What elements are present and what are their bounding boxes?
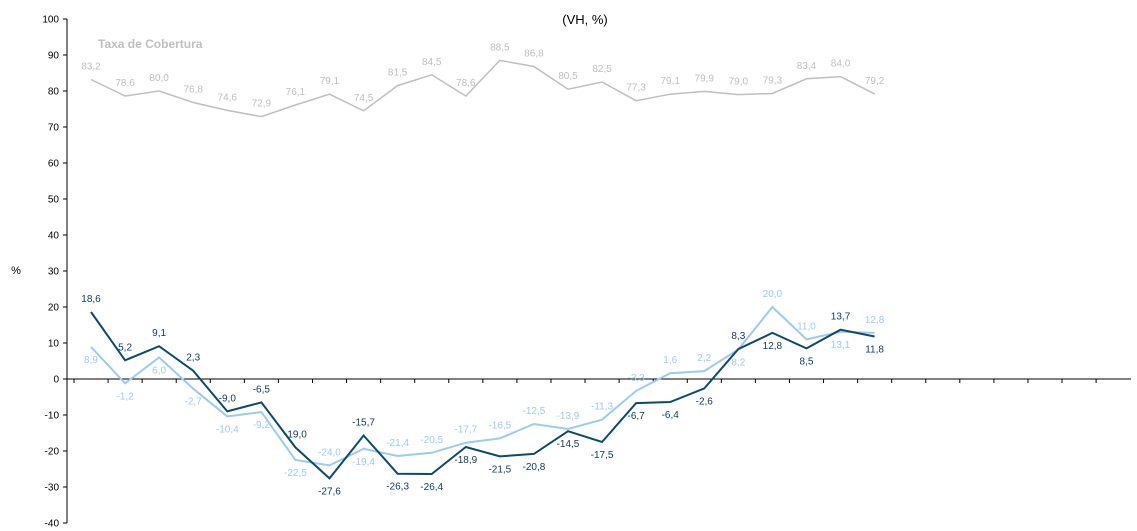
data-label-s0: 79,1 (320, 76, 340, 87)
data-label-s0: 88,5 (490, 42, 510, 53)
y-tick-label: -30 (45, 483, 60, 494)
series-line-1 (90, 305, 875, 467)
data-label-s1: 8,9 (84, 355, 98, 366)
data-label-s1: -2,7 (185, 397, 203, 408)
data-label-s0: 82,5 (592, 64, 612, 75)
y-tick-label: -20 (45, 447, 60, 458)
data-label-s1: 1,6 (663, 355, 677, 366)
data-label-s1: 6,0 (152, 365, 166, 376)
data-label-s0: 83,2 (81, 61, 101, 72)
data-label-s2: -14,5 (557, 439, 580, 450)
series-line-0 (90, 59, 875, 118)
data-label-s0: 79,0 (729, 77, 749, 88)
y-tick-label: 10 (48, 339, 60, 350)
data-label-s1: -20,5 (420, 435, 443, 446)
y-tick-label: 60 (48, 159, 60, 170)
data-label-s2: 8,3 (731, 331, 745, 342)
data-label-s1: -24,0 (318, 447, 341, 458)
y-tick-label: 90 (48, 51, 60, 62)
data-label-s2: -21,5 (488, 464, 511, 475)
data-label-s2: -18,9 (454, 455, 477, 466)
data-label-s0: 83,4 (797, 61, 817, 72)
data-label-s0: 77,3 (626, 83, 646, 94)
data-label-s1: -22,5 (284, 468, 307, 479)
data-label-s0: 76,8 (183, 85, 203, 96)
data-label-s0: 78,6 (456, 78, 476, 89)
data-label-s2: -15,7 (352, 418, 375, 429)
data-label-s2: -6,7 (628, 411, 646, 422)
data-label-s0: 74,6 (218, 92, 238, 103)
data-label-s0: 79,3 (763, 76, 783, 87)
data-label-s0: 84,5 (422, 57, 442, 68)
data-label-s2: 9,1 (152, 328, 166, 339)
data-label-s2: 8,5 (800, 356, 814, 367)
y-tick-label: -10 (45, 411, 60, 422)
y-axis-label: % (11, 265, 21, 277)
data-label-s0: 80,0 (149, 73, 169, 84)
chart-title: (VH, %) (562, 12, 608, 27)
y-tick-label: 30 (48, 267, 60, 278)
data-label-s1: -3,3 (628, 373, 646, 384)
data-label-s2: -27,6 (318, 486, 341, 497)
data-label-s1: 13,1 (831, 340, 851, 351)
data-label-s0: 78,6 (115, 78, 135, 89)
data-label-s2: 5,2 (118, 342, 132, 353)
data-label-s1: -1,2 (116, 391, 134, 402)
data-label-s0: 79,9 (695, 73, 715, 84)
data-label-s2: 2,3 (186, 353, 200, 364)
series-label-taxa-de-cobertura: Taxa de Cobertura (98, 37, 203, 51)
data-label-s1: -17,7 (454, 425, 477, 436)
data-label-s2: -6,5 (253, 384, 271, 395)
data-label-s1: 2,2 (697, 353, 711, 364)
data-label-s2: -26,3 (386, 482, 409, 493)
data-label-s2: -19,0 (284, 429, 307, 440)
data-label-s2: -17,5 (591, 450, 614, 461)
data-label-s2: 18,6 (81, 294, 101, 305)
data-label-s2: -26,4 (420, 482, 443, 493)
data-label-s2: 12,8 (763, 341, 783, 352)
data-label-s1: -19,4 (352, 457, 375, 468)
y-tick-label: 20 (48, 303, 60, 314)
chart-series-lines (90, 59, 875, 480)
data-label-s0: 81,5 (388, 68, 408, 79)
data-label-s0: 72,9 (252, 99, 272, 110)
data-label-s0: 74,5 (354, 93, 374, 104)
data-label-s1: -21,4 (386, 438, 409, 449)
data-label-s1: -9,2 (253, 420, 271, 431)
y-tick-label: 80 (48, 87, 60, 98)
data-label-s2: 13,7 (831, 312, 851, 323)
data-label-s1: -13,9 (557, 411, 580, 422)
data-label-s1: -11,3 (591, 402, 613, 413)
data-label-s2: -9,0 (219, 393, 237, 404)
y-tick-label: 70 (48, 123, 60, 134)
y-tick-label: 50 (48, 195, 60, 206)
data-label-s0: 79,1 (660, 76, 680, 87)
series-line-2 (90, 311, 875, 480)
data-label-s0: 79,2 (865, 76, 885, 87)
y-tick-label: -40 (45, 519, 60, 530)
data-label-s2: -2,6 (696, 396, 714, 407)
data-label-s0: 86,8 (524, 49, 544, 60)
data-label-s1: -10,4 (216, 424, 239, 435)
y-tick-label: 0 (53, 375, 59, 386)
data-label-s0: 76,1 (286, 87, 306, 98)
data-label-s0: 80,5 (558, 71, 578, 82)
data-label-s1: 11,0 (797, 321, 816, 332)
data-label-s2: 11,8 (865, 345, 884, 356)
data-label-s2: -20,8 (523, 462, 546, 473)
y-tick-label: 100 (42, 15, 59, 26)
data-label-s1: -16,5 (488, 420, 511, 431)
data-label-s1: 20,0 (763, 289, 783, 300)
data-label-s1: 12,8 (865, 315, 885, 326)
data-label-s1: 8,2 (731, 357, 745, 368)
chart-data-labels: 83,2 78,6 80,0 76,8 74,6 72,9 76,1 79,1 74,5 81,5… (81, 42, 885, 497)
data-label-s2: -6,4 (662, 410, 680, 421)
data-label-s1: -12,5 (523, 406, 546, 417)
y-tick-label: 40 (48, 231, 60, 242)
data-label-s0: 84,0 (831, 59, 851, 70)
